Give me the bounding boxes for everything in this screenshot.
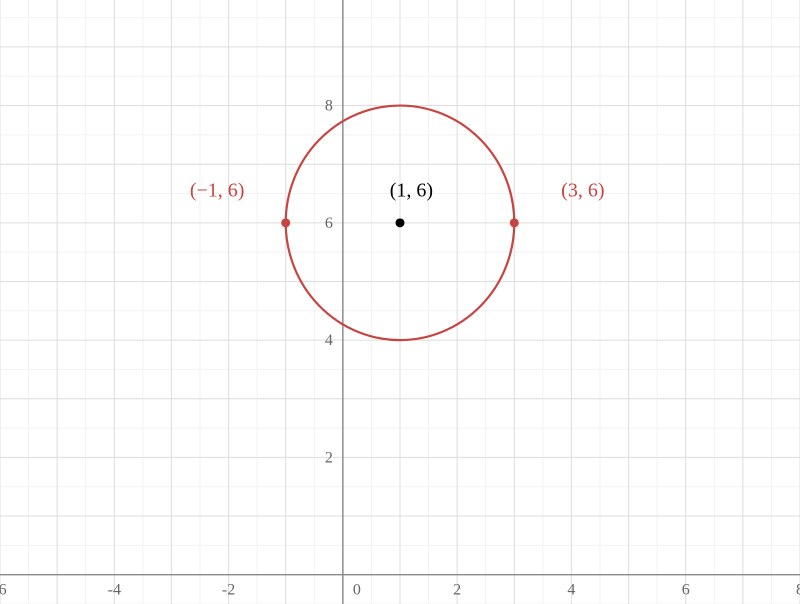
svg-text:-6: -6 xyxy=(0,582,7,599)
svg-text:2: 2 xyxy=(453,582,461,599)
plot-svg: -6 -4 -2 0 2 4 6 8 2 4 6 8 xyxy=(0,0,800,604)
svg-text:6: 6 xyxy=(682,582,690,599)
point-label-left: (−1, 6) xyxy=(190,179,245,202)
svg-text:6: 6 xyxy=(325,215,333,232)
svg-text:2: 2 xyxy=(325,449,333,466)
point-label-right: (3, 6) xyxy=(561,179,604,202)
svg-text:-4: -4 xyxy=(108,582,121,599)
svg-text:4: 4 xyxy=(325,332,333,349)
svg-text:4: 4 xyxy=(567,582,575,599)
svg-text:-2: -2 xyxy=(222,582,235,599)
svg-text:0: 0 xyxy=(353,582,361,599)
coordinate-plot: -6 -4 -2 0 2 4 6 8 2 4 6 8 (−1, 6) (1, 6) (3, 6) xyxy=(0,0,800,604)
point-label-center: (1, 6) xyxy=(390,179,433,202)
svg-text:8: 8 xyxy=(325,98,333,115)
svg-text:8: 8 xyxy=(796,582,800,599)
